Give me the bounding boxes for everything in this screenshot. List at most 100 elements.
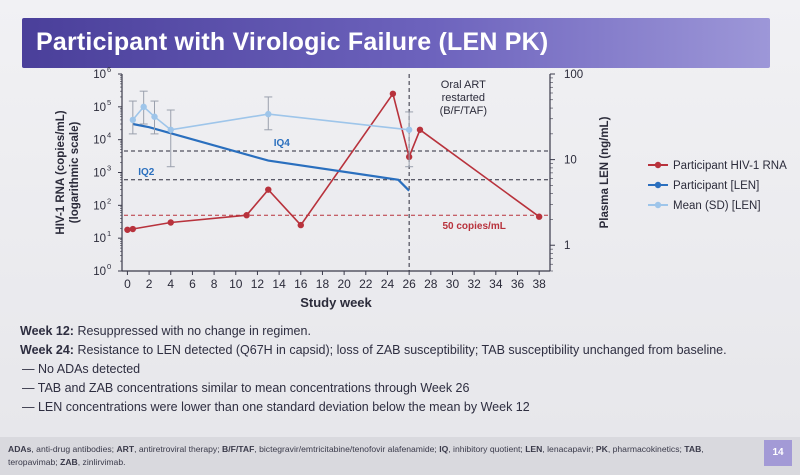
data-point [129, 225, 137, 233]
abbr-def: , teropavimab; [8, 444, 704, 467]
art-restart-label: Oral ART [441, 79, 486, 91]
y-right-tick-label: 100 [564, 69, 583, 81]
data-point [167, 126, 174, 133]
y-left-axis-label: HIV-1 RNA (copies/mL) [55, 110, 67, 234]
legend-swatch-marker [654, 181, 662, 189]
x-tick-label: 6 [189, 277, 196, 291]
x-tick-label: 8 [211, 277, 218, 291]
y-left-tick-label: 10 [93, 69, 106, 81]
abbr-key: IQ [439, 444, 449, 454]
series-line [132, 122, 410, 192]
data-point [265, 186, 272, 193]
virologic-failure-chart: 0 2 4 6 8 10 12 14 16 18 20 22 24 26 28 30 32 34 36 38Study… [55, 65, 787, 310]
legend-swatch-marker [654, 161, 662, 169]
notes: Week 12: Resuppressed with no change in … [20, 322, 760, 417]
x-tick-label: 30 [446, 277, 460, 291]
y-left-tick-label: 10 [93, 135, 106, 147]
x-axis-label: Study week [300, 295, 372, 310]
abbr-def: , lenacapavir; [542, 444, 596, 454]
abbr-def: , bictegravir/emtricitabine/tenofovir al… [254, 444, 440, 454]
data-point [416, 126, 424, 133]
y-left-tick-exponent: 4 [107, 131, 111, 140]
reference-line-label: 50 copies/mL [442, 221, 505, 232]
x-tick-label: 36 [511, 277, 525, 291]
y-left-tick-label: 10 [93, 200, 106, 212]
abbr-key: B/F/TAF [222, 444, 255, 454]
x-tick-label: 34 [489, 277, 503, 291]
y-left-tick-exponent: 0 [107, 262, 111, 271]
y-left-tick-label: 10 [93, 102, 106, 114]
data-point [151, 113, 158, 120]
abbr-def: , pharmacokinetics; [607, 444, 685, 454]
y-left-tick-exponent: 6 [107, 65, 111, 74]
data-point [140, 103, 147, 111]
abbr-key: ADAs [8, 444, 32, 454]
data-point [243, 212, 250, 219]
data-point [389, 90, 397, 97]
page-number: 14 [764, 440, 792, 466]
x-tick-label: 2 [146, 277, 153, 291]
note-week24: Week 24: Resistance to LEN detected (Q67… [20, 341, 760, 360]
note-week12-text: Resuppressed with no change in regimen. [73, 324, 311, 338]
abbr-key: ZAB [60, 457, 78, 467]
y-left-tick-exponent: 1 [107, 229, 111, 238]
title-bar: Participant with Virologic Failure (LEN … [22, 18, 770, 68]
x-tick-label: 32 [467, 277, 481, 291]
x-tick-label: 14 [272, 277, 286, 291]
data-point [129, 116, 137, 124]
abbr-key: TAB [684, 444, 702, 454]
legend-entry: Mean (SD) [LEN] [673, 200, 761, 212]
legend-entry: Participant HIV-1 RNA [673, 160, 787, 172]
abbr-key: PK [595, 444, 608, 454]
x-tick-label: 26 [402, 277, 416, 291]
x-tick-label: 16 [294, 277, 308, 291]
y-right-tick-label: 1 [564, 240, 570, 252]
art-restart-label: restarted [442, 92, 485, 104]
x-tick-label: 24 [381, 277, 395, 291]
note-bullet: — TAB and ZAB concentrations similar to … [22, 381, 470, 395]
abbr-def: , antiretroviral therapy; [134, 444, 223, 454]
y-left-tick-label: 10 [93, 168, 106, 180]
y-left-tick-label: 10 [93, 266, 106, 278]
reference-line-label: IQ4 [274, 138, 291, 149]
x-tick-label: 20 [337, 277, 351, 291]
data-point [265, 110, 272, 118]
data-point [167, 219, 174, 226]
data-point [405, 126, 413, 133]
art-restart-label: (B/F/TAF) [440, 105, 487, 117]
note-week24-text: Resistance to LEN detected (Q67H in caps… [73, 343, 727, 357]
abbr-key: LEN [525, 444, 543, 454]
y-left-axis-sublabel: (logarithmic scale) [69, 122, 81, 224]
x-tick-label: 22 [359, 277, 373, 291]
note-week12-label: Week 12: [20, 324, 74, 338]
abbr-def: , inhibitory quotient; [448, 444, 526, 454]
abbr-def: , zinlirvimab. [77, 457, 126, 467]
abbr-key: ART [116, 444, 135, 454]
note-week24-label: Week 24: [20, 343, 74, 357]
data-point [124, 226, 131, 233]
y-left-tick-exponent: 5 [107, 98, 111, 107]
slide-title: Participant with Virologic Failure (LEN … [36, 28, 549, 56]
abbreviations: ADAs, anti-drug antibodies; ART, antiret… [8, 443, 753, 469]
x-tick-label: 18 [316, 277, 330, 291]
legend-entry: Participant [LEN] [673, 180, 759, 192]
note-week12: Week 12: Resuppressed with no change in … [20, 322, 760, 341]
note-bullet: — LEN concentrations were lower than one… [22, 400, 530, 414]
x-tick-label: 4 [167, 277, 174, 291]
footer: ADAs, anti-drug antibodies; ART, antiret… [0, 437, 800, 475]
data-point [297, 221, 304, 229]
series-line [127, 91, 540, 231]
y-right-axis-label: Plasma LEN (ng/mL) [599, 116, 611, 228]
x-tick-label: 12 [251, 277, 265, 291]
y-left-tick-exponent: 2 [107, 196, 111, 205]
x-tick-label: 10 [229, 277, 243, 291]
x-tick-label: 38 [532, 277, 546, 291]
legend-swatch-marker [654, 201, 662, 209]
abbr-def: , anti-drug antibodies; [31, 444, 117, 454]
reference-line-label: IQ2 [138, 167, 155, 178]
y-right-tick-label: 10 [564, 155, 577, 167]
y-left-tick-exponent: 3 [107, 164, 111, 173]
note-bullet: — No ADAs detected [22, 362, 141, 376]
x-tick-label: 0 [124, 277, 131, 291]
